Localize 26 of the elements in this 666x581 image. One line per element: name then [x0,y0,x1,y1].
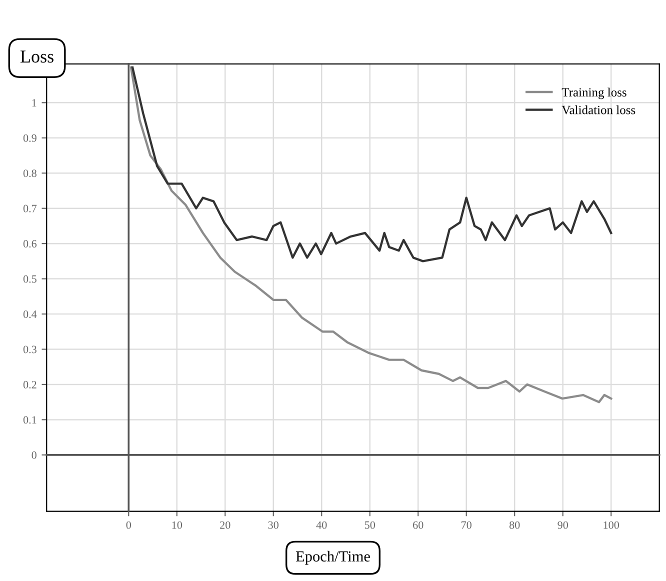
x-tick-label: 90 [558,521,568,529]
x-tick-label: 70 [462,521,472,529]
y-tick-label: 0.3 [23,346,36,354]
x-tick-label: 80 [509,521,520,529]
x-tick-label: 50 [364,521,375,529]
x-tick-label: 40 [316,521,327,529]
x-tick-label: 10 [172,521,182,529]
y-tick-label: 0.2 [23,380,36,388]
x-tick-label: 30 [268,521,279,529]
y-tick-label: 0.8 [23,170,36,178]
legend-label: Validation loss [562,105,636,114]
x-tick-label: 20 [220,521,230,529]
x-tick-label: 60 [413,521,424,529]
y-tick-label: 0 [32,451,36,459]
y-tick-label: 0.1 [23,416,36,424]
y-tick-label: 0.9 [23,134,36,142]
legend-label: Training loss [562,88,626,100]
y-tick-label: 0.7 [23,204,37,212]
y-tick-label: 0.4 [23,310,37,318]
x-tick-label: 0 [126,521,131,529]
y-tick-label: 0.6 [23,240,37,248]
y-tick-label: 1 [32,99,36,107]
x-axis-title: Epoch/Time [296,550,370,565]
y-tick-label: 0.5 [23,275,36,283]
x-tick-label: 100 [604,521,620,529]
chart-title: Loss [20,50,54,63]
